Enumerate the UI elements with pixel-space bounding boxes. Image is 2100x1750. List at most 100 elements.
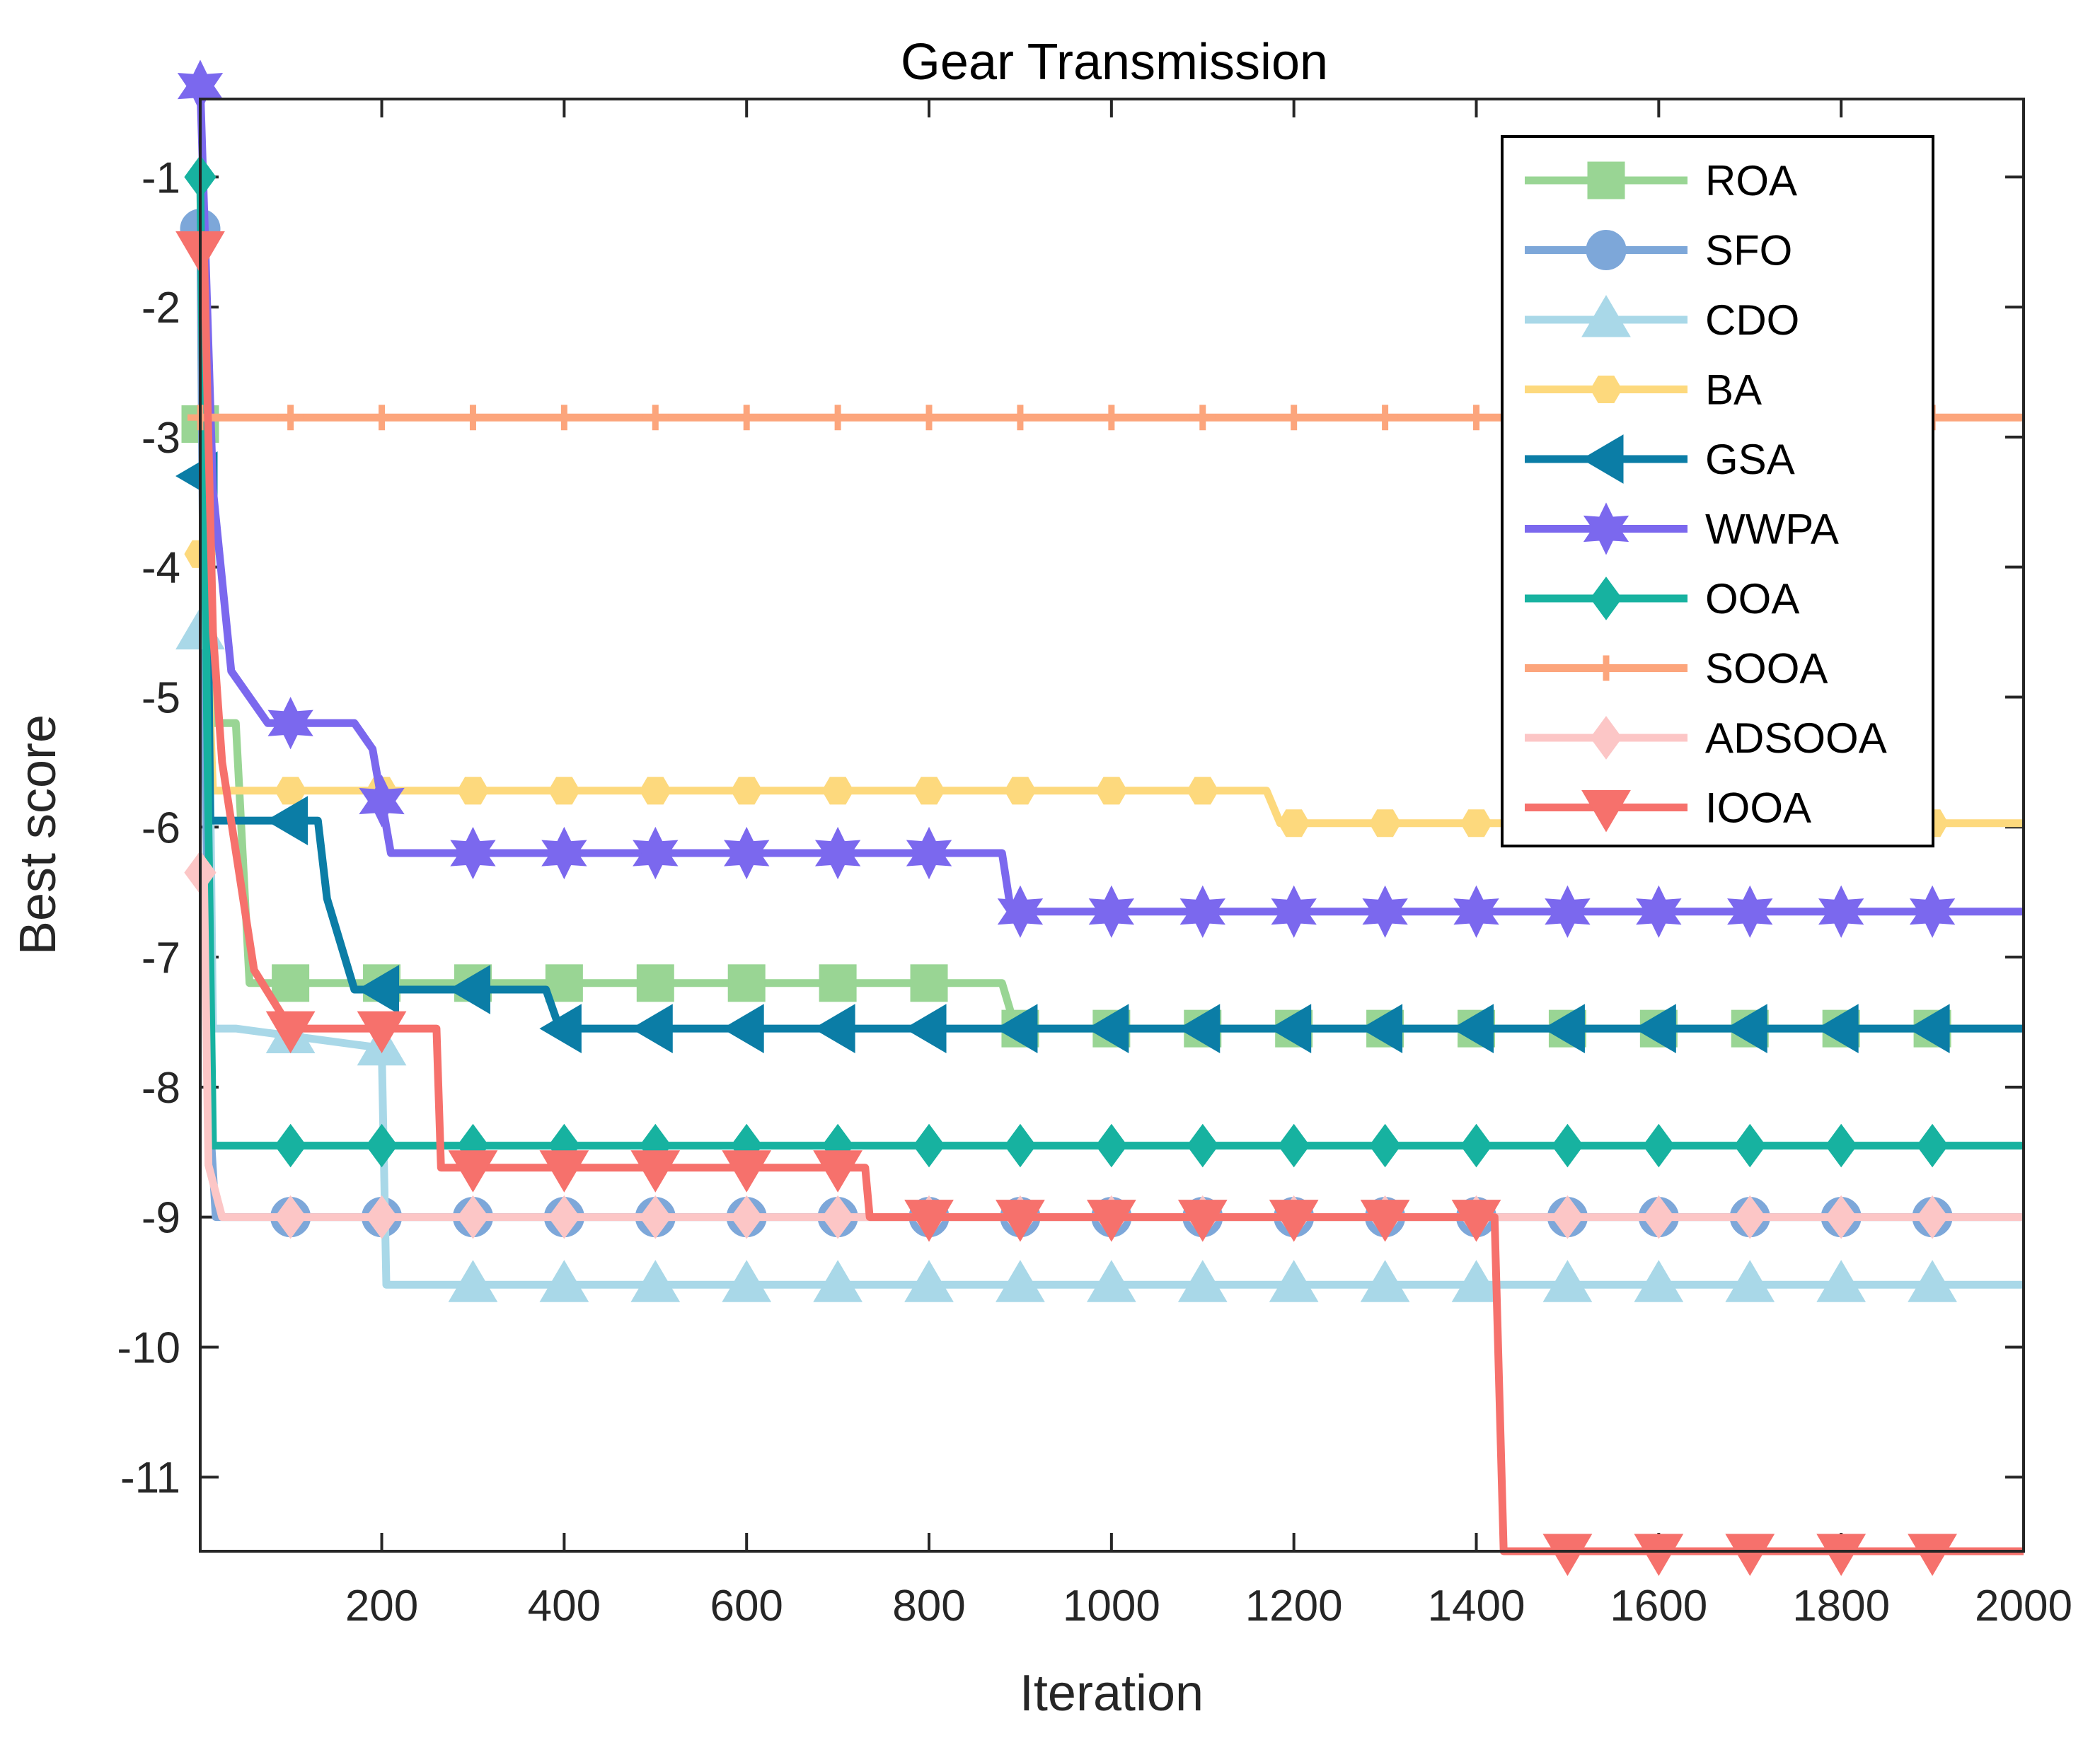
series-point-ooa — [1095, 1123, 1128, 1168]
legend-item-cdo: CDO — [1525, 295, 1799, 344]
x-tick-label: 600 — [710, 1582, 783, 1630]
y-tick-label: -6 — [142, 804, 180, 852]
series-point-roa — [636, 964, 674, 1002]
series-point-iooa — [996, 1200, 1045, 1242]
chart-title: Gear Transmission — [901, 34, 1328, 91]
series-point-cdo — [539, 1260, 589, 1302]
series-point-iooa — [357, 1011, 407, 1054]
series-point-iooa — [722, 1150, 772, 1193]
series-point-wwpa — [1727, 885, 1773, 938]
series-point-ooa — [275, 1123, 307, 1168]
series-point-iooa — [630, 1150, 681, 1193]
series-point-cdo — [1634, 1260, 1684, 1302]
series-point-cdo — [1451, 1260, 1501, 1302]
series-point-ooa — [1460, 1123, 1493, 1168]
series-point-adsooa — [1551, 1195, 1584, 1239]
series-point-iooa — [904, 1200, 954, 1242]
series-point-adsooa — [275, 1195, 307, 1239]
x-tick-label: 1000 — [1063, 1582, 1160, 1630]
legend-marker-gsa — [1581, 434, 1624, 484]
legend-item-wwpa: WWPA — [1525, 502, 1839, 555]
series-point-adsooa — [548, 1195, 580, 1239]
series-point-iooa — [1451, 1200, 1501, 1242]
series-point-wwpa — [1545, 885, 1591, 938]
series-point-cdo — [813, 1260, 862, 1302]
series-point-roa — [272, 964, 310, 1002]
series-point-iooa — [1542, 1534, 1593, 1576]
legend-item-iooa: IOOA — [1525, 784, 1811, 833]
series-point-cdo — [1086, 1260, 1136, 1302]
series-point-gsa — [1634, 1004, 1676, 1054]
series-point-wwpa — [1909, 885, 1956, 938]
series-point-wwpa — [359, 775, 405, 828]
series-point-cdo — [1908, 1260, 1957, 1302]
series-point-adsooa — [730, 1195, 763, 1239]
legend-item-adsooa: ADSOOA — [1525, 714, 1887, 762]
y-tick-label: -10 — [117, 1323, 180, 1372]
series-point-iooa — [813, 1150, 862, 1193]
series-point-wwpa — [1818, 885, 1864, 938]
series-point-sooa — [1007, 405, 1033, 431]
x-tick-label: 1400 — [1428, 1582, 1525, 1630]
legend-label-roa: ROA — [1705, 157, 1797, 204]
series-point-iooa — [1360, 1200, 1410, 1242]
legend-label-sfo: SFO — [1705, 227, 1792, 274]
tick-labels: 200 400 600 800 1000 1200 1400 1600 1800 2000 -1 -2… — [117, 153, 2072, 1630]
series-wwpa — [177, 59, 2024, 938]
series-point-ooa — [913, 1123, 945, 1168]
y-tick-label: -2 — [142, 284, 180, 332]
legend-marker-iooa — [1581, 790, 1631, 833]
series-point-gsa — [1177, 1004, 1221, 1054]
legend-label-adsooa: ADSOOA — [1705, 714, 1887, 762]
series-point-cdo — [904, 1260, 954, 1302]
series-point-sooa — [1098, 405, 1124, 431]
series-point-cdo — [1542, 1260, 1593, 1302]
series-point-iooa — [539, 1150, 589, 1193]
series-point-sooa — [1463, 405, 1489, 431]
series-point-ba — [913, 777, 945, 805]
series-point-ooa — [365, 1123, 398, 1168]
series-point-sooa — [734, 405, 760, 431]
series-point-gsa — [1269, 1004, 1312, 1054]
series-point-ooa — [1916, 1123, 1949, 1168]
series-point-ba — [1369, 809, 1402, 838]
series-point-gsa — [813, 1004, 855, 1054]
series-point-ba — [821, 777, 854, 805]
series-point-cdo — [1177, 1260, 1228, 1302]
series-point-roa — [727, 964, 766, 1002]
y-tick-label: -3 — [142, 414, 180, 463]
series-point-wwpa — [1453, 885, 1499, 938]
series-point-gsa — [1725, 1004, 1767, 1054]
x-tick-label: 1600 — [1610, 1582, 1707, 1630]
series-point-wwpa — [906, 826, 952, 880]
series-point-cdo — [448, 1260, 498, 1302]
series-point-wwpa — [450, 826, 496, 880]
series-point-ooa — [1004, 1123, 1037, 1168]
series-point-ooa — [1825, 1123, 1857, 1168]
series-point-gsa — [1908, 1004, 1950, 1054]
series-point-ba — [639, 777, 671, 805]
x-tick-label: 400 — [528, 1582, 601, 1630]
plot-frame — [199, 98, 2025, 1553]
series-line-iooa — [200, 244, 2024, 1555]
legend-marker-sooa — [1593, 655, 1619, 681]
series-point-sooa — [642, 405, 669, 431]
series-point-sooa — [369, 405, 395, 431]
series-point-gsa — [265, 796, 308, 845]
series-point-gsa — [357, 965, 400, 1014]
series-point-gsa — [1451, 1004, 1494, 1054]
y-axis-label: Best score — [10, 714, 67, 955]
series-point-sooa — [1281, 405, 1307, 431]
legend-box — [1501, 135, 1934, 847]
legend: ROA SFO CDO BA GSA WWPA OOA SOOA ADSOOA IOOA — [1501, 135, 1934, 847]
legend-label-gsa: GSA — [1705, 436, 1795, 483]
series-point-wwpa — [814, 826, 861, 880]
series-point-wwpa — [541, 826, 587, 880]
legend-marker-adsooa — [1590, 716, 1622, 760]
series-point-adsooa — [365, 1195, 398, 1239]
legend-label-ba: BA — [1705, 366, 1762, 414]
series-point-gsa — [722, 1004, 764, 1054]
series-point-gsa — [1542, 1004, 1585, 1054]
series-point-iooa — [448, 1150, 498, 1193]
